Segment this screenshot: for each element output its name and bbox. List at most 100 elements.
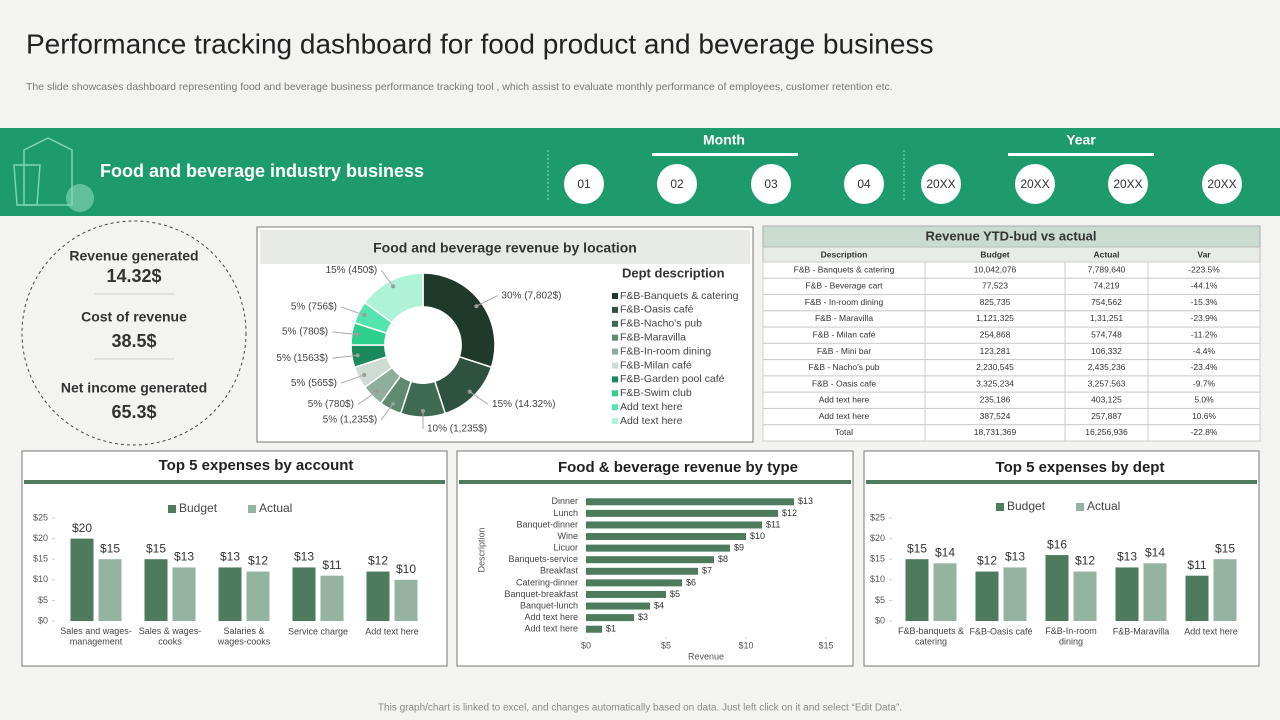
bar <box>586 590 666 598</box>
year-label: Year <box>1066 132 1096 148</box>
bar <box>1213 559 1237 621</box>
period-button[interactable] <box>1015 164 1055 204</box>
legend-label: F&B-Banquets & catering <box>620 290 739 302</box>
table-cell-text: 2,435,236 <box>1088 362 1126 372</box>
bar <box>1115 567 1139 621</box>
table-cell-text: 10,042,076 <box>974 264 1017 274</box>
data-label: $14 <box>1145 545 1165 559</box>
data-label: $11 <box>322 558 341 572</box>
table-cell-text: F&B - Nacho's pub <box>808 362 879 372</box>
table-cell-text: F&B - Mini bar <box>817 346 871 356</box>
x-tick-label: F&B-In-room dining <box>1045 626 1097 646</box>
period-button[interactable] <box>1202 164 1242 204</box>
legend-label: F&B-Oasis café <box>620 304 694 316</box>
table-cell-text: -23.9% <box>1191 313 1218 323</box>
underline <box>652 153 798 156</box>
legend-swatch <box>612 348 618 355</box>
period-button[interactable] <box>921 164 961 204</box>
y-tick-label: Banquet-lunch <box>520 600 578 610</box>
table-cell-text: 18,731,369 <box>974 427 1017 437</box>
x-tick-label: $10 <box>738 640 753 650</box>
page-title: Performance tracking dashboard for food … <box>26 28 933 59</box>
data-label: 15% (450$) <box>326 265 378 276</box>
table-cell-text: 77,523 <box>982 281 1008 291</box>
legend-label: Add text here <box>620 415 683 427</box>
data-label: 5% (756$) <box>291 302 337 313</box>
period-button[interactable] <box>564 164 604 204</box>
y-tick-label: $10 <box>870 574 885 584</box>
x-tick-label: F&B-banquets & catering <box>898 626 964 646</box>
legend-swatch <box>612 390 618 397</box>
bar <box>586 602 650 610</box>
period-button[interactable] <box>751 164 791 204</box>
table-cell-text: Total <box>835 427 853 437</box>
table-cell-text: 2,230,545 <box>976 362 1014 372</box>
table-cell-text: 123,281 <box>980 346 1011 356</box>
data-label: $10 <box>750 531 765 541</box>
bar <box>1003 567 1027 621</box>
data-label: 5% (1563$) <box>276 353 328 364</box>
data-label: $13 <box>220 550 240 564</box>
y-tick-label: Add text here <box>524 612 578 622</box>
bar <box>1143 563 1167 621</box>
data-label: $13 <box>174 550 194 564</box>
table-title: Revenue YTD-bud vs actual <box>926 228 1097 243</box>
pie-slice <box>363 272 424 324</box>
data-label: $1 <box>606 624 616 634</box>
y-tick-label: $25 <box>33 512 48 522</box>
pie-slice <box>422 272 496 369</box>
y-tick-label: $5 <box>38 595 48 605</box>
period-button[interactable] <box>1108 164 1148 204</box>
x-tick-label: Sales & wages-cooks <box>139 626 202 646</box>
bar <box>172 567 196 621</box>
table-cell-text: 3,257,563 <box>1088 378 1126 388</box>
data-label: 5% (780$) <box>282 327 328 338</box>
data-label: 5% (1,235$) <box>323 414 377 425</box>
bar <box>246 571 270 621</box>
table-cell-text: -44.1% <box>1191 281 1218 291</box>
data-label: $10 <box>396 562 416 576</box>
y-tick-label: Add text here <box>524 624 578 634</box>
y-tick-label: $25 <box>870 512 885 522</box>
bar <box>1185 575 1209 621</box>
y-tick-label: Breakfast <box>540 566 579 576</box>
y-tick-label: $0 <box>38 615 48 625</box>
table-cell-text: F&B - Maravilla <box>815 313 873 323</box>
table-header: Actual <box>1094 249 1120 259</box>
data-label: 10% (1,235$) <box>427 424 487 435</box>
table-cell-text: 74,219 <box>1094 281 1120 291</box>
table-cell-text: 3,325,234 <box>976 378 1014 388</box>
x-tick-label: Add text here <box>365 626 419 636</box>
table-cell-text: 754,562 <box>1091 297 1122 307</box>
bar <box>394 579 418 621</box>
legend-label: Actual <box>1087 499 1120 513</box>
table-cell-text: -9.7% <box>1193 378 1216 388</box>
table-cell-text: 5.0% <box>1194 395 1214 405</box>
y-tick-label: $5 <box>875 595 885 605</box>
period-button[interactable] <box>657 164 697 204</box>
table-cell-text: 1,121,325 <box>976 313 1014 323</box>
data-label: $15 <box>100 541 120 555</box>
legend-label: F&B-Milan café <box>620 359 692 371</box>
table-cell-text: F&B - In-room dining <box>805 297 884 307</box>
legend-label: F&B-Maravilla <box>620 331 686 343</box>
y-tick-label: Lunch <box>553 508 578 518</box>
x-tick-label: F&B-Maravilla <box>1113 626 1170 636</box>
y-tick-label: $15 <box>870 554 885 564</box>
table-cell-text: 106,332 <box>1091 346 1122 356</box>
bar <box>144 559 168 621</box>
legend-label: Actual <box>259 501 292 515</box>
data-label: $5 <box>670 589 680 599</box>
bar <box>586 614 634 622</box>
table-cell <box>1147 424 1261 442</box>
period-button[interactable] <box>844 164 884 204</box>
table-cell-text: 257,887 <box>1091 411 1122 421</box>
table-cell-text: 403,125 <box>1091 395 1122 405</box>
y-tick-label: Banquets-service <box>508 554 578 564</box>
leader-line <box>332 354 358 359</box>
data-label: $11 <box>766 519 780 529</box>
legend-swatch <box>612 362 618 369</box>
data-label: $12 <box>977 554 997 568</box>
data-label: $6 <box>686 577 696 587</box>
